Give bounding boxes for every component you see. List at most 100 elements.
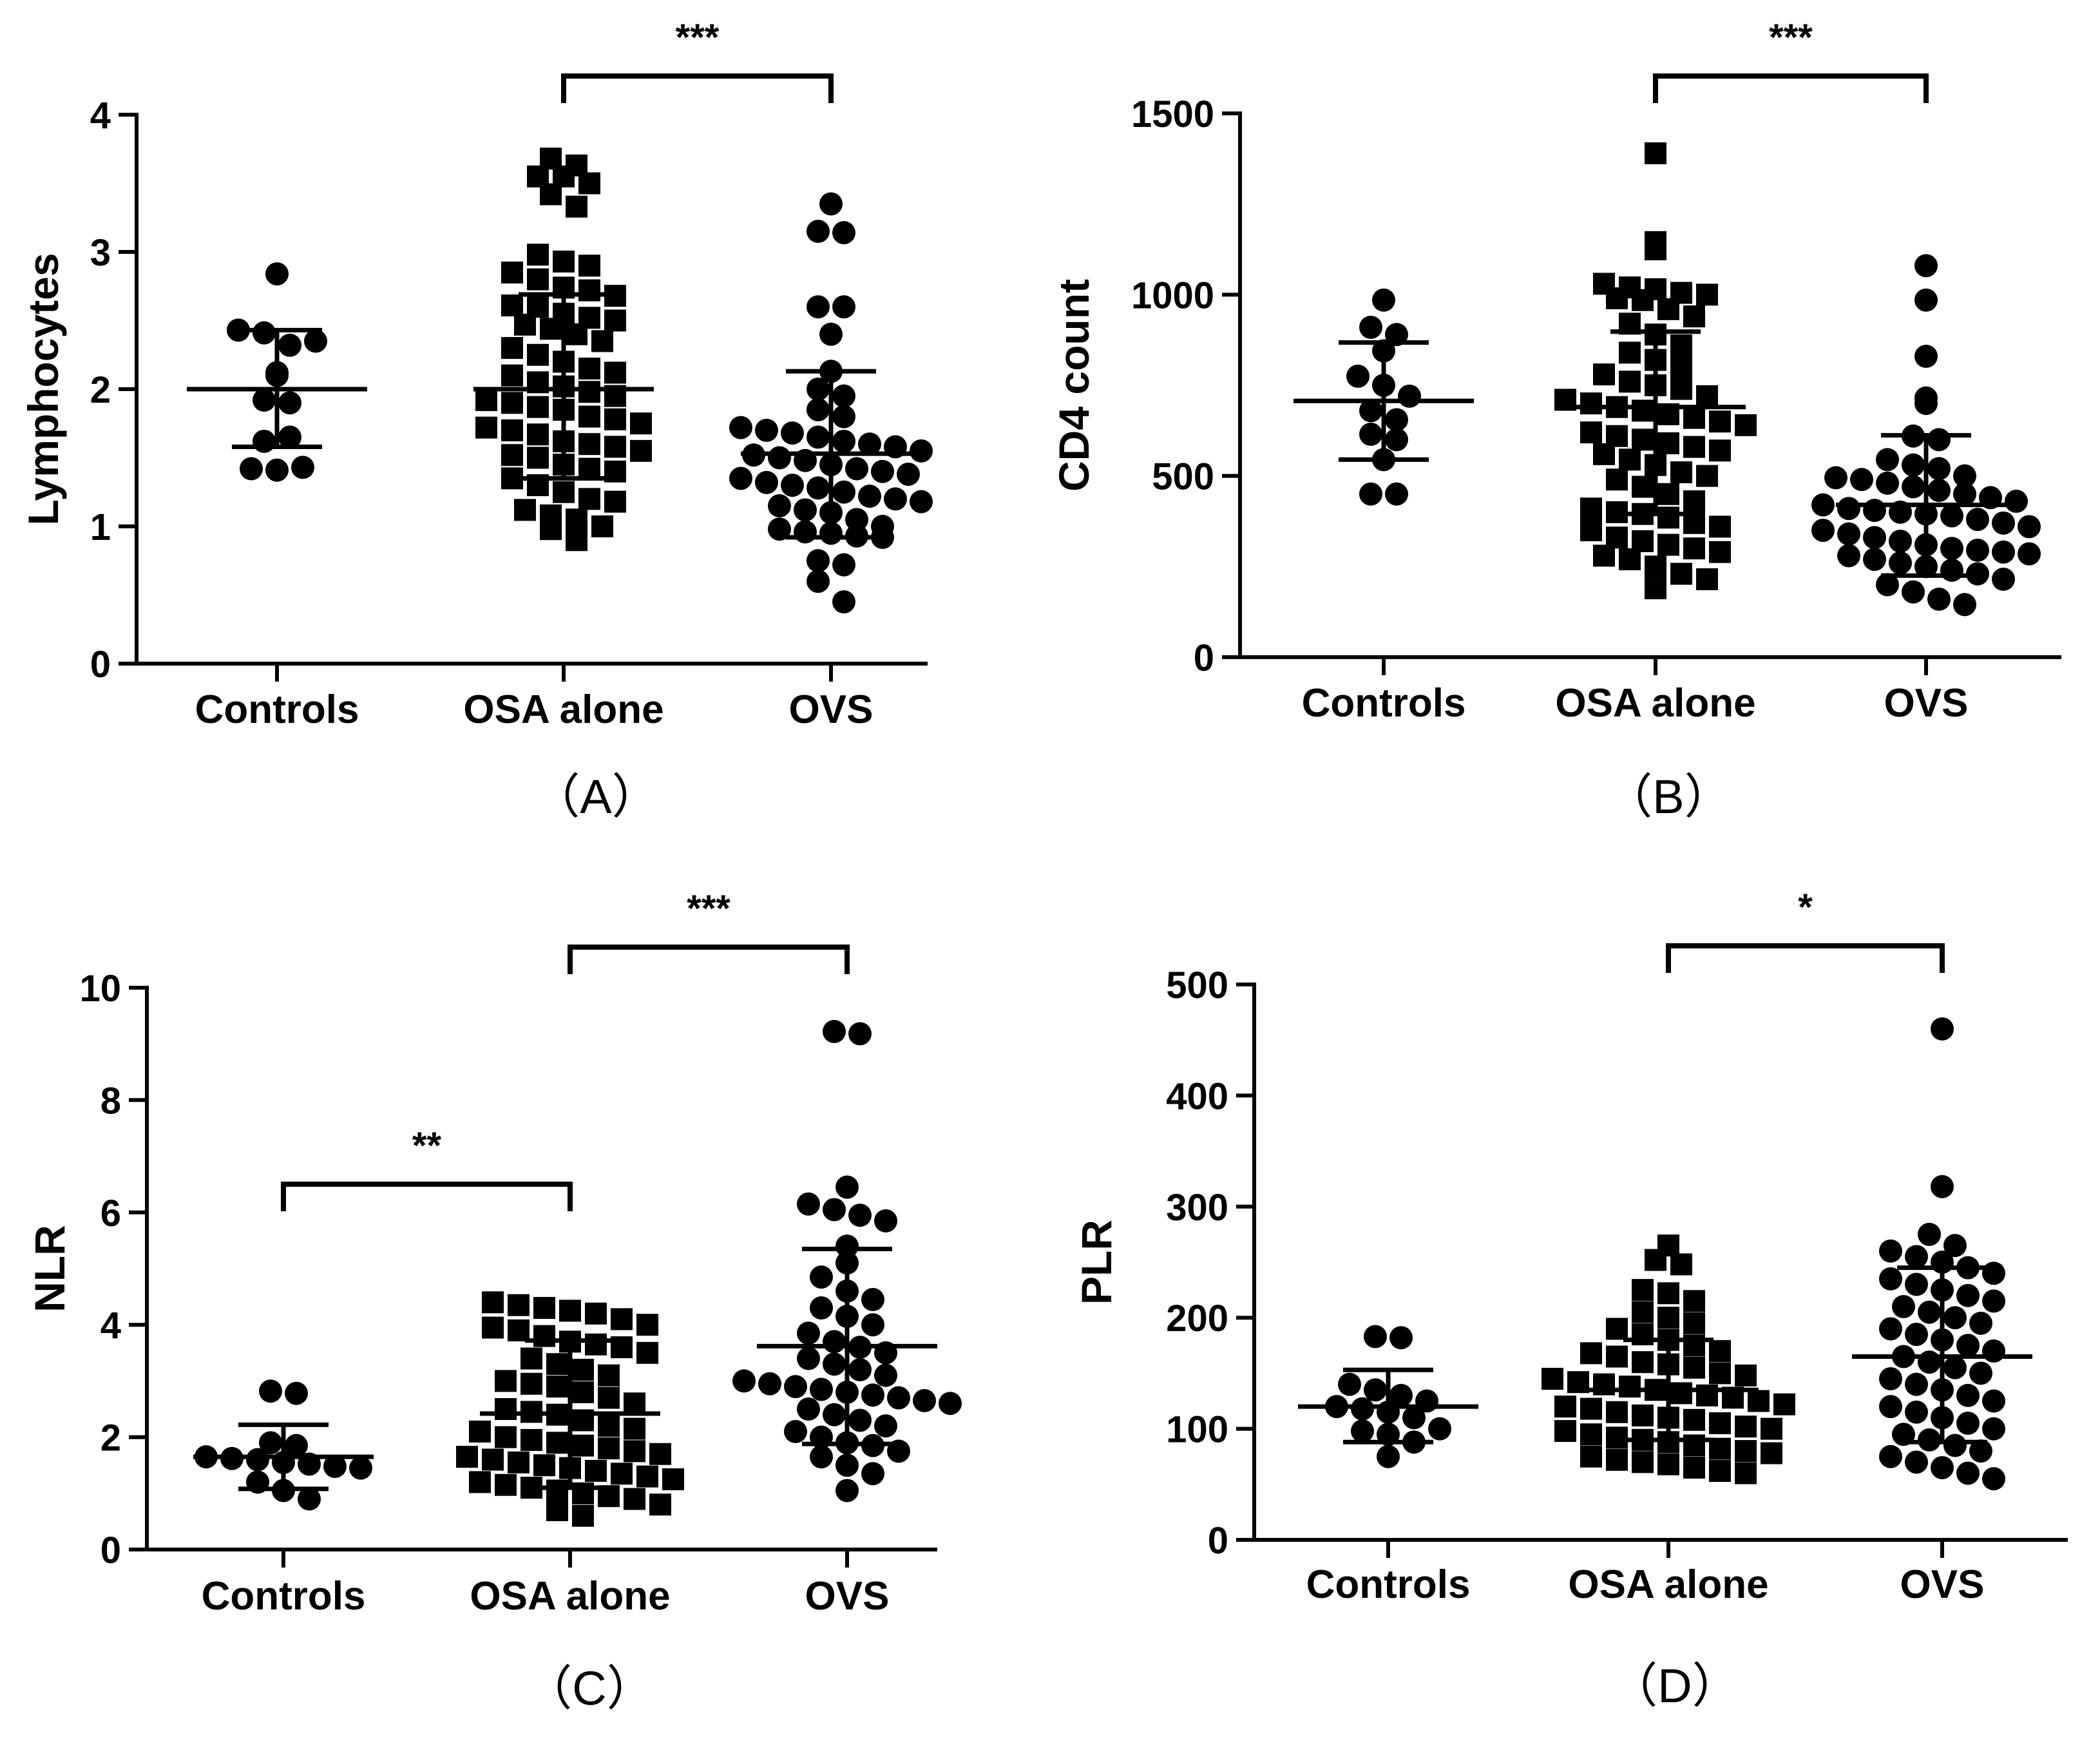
data-point-square xyxy=(572,1434,594,1457)
data-point-square xyxy=(501,392,523,414)
data-point-square xyxy=(546,1479,568,1502)
data-point-square xyxy=(1632,1451,1654,1473)
data-point-square xyxy=(572,1358,594,1381)
data-point-square xyxy=(1683,1290,1705,1312)
data-point-circle xyxy=(285,1434,308,1457)
significance-label: * xyxy=(1798,887,1813,928)
data-point-square xyxy=(578,488,600,510)
significance-bracket xyxy=(1653,73,1929,103)
y-tick-label: 0 xyxy=(100,1530,121,1571)
data-point-square xyxy=(1580,1342,1602,1365)
data-point-circle xyxy=(1931,1017,1954,1041)
data-point-square xyxy=(1645,577,1666,600)
data-point-circle xyxy=(2018,542,2041,566)
x-category-label: OVS xyxy=(805,1574,890,1618)
data-point-square xyxy=(527,343,549,366)
data-point-circle xyxy=(1811,493,1835,517)
data-point-circle xyxy=(1359,315,1382,339)
data-point-circle xyxy=(823,1198,846,1222)
data-point-square xyxy=(624,1417,645,1440)
data-point-square xyxy=(469,1471,491,1493)
data-point-circle xyxy=(1892,1294,1915,1318)
data-point-circle xyxy=(1927,479,1951,503)
data-point-square xyxy=(604,361,626,384)
data-point-square xyxy=(501,337,523,360)
data-point-circle xyxy=(1956,1383,1980,1407)
data-point-square xyxy=(636,1314,658,1336)
data-point-square xyxy=(1683,305,1705,328)
data-point-circle xyxy=(1837,497,1860,521)
data-point-circle xyxy=(871,526,894,550)
data-point-square xyxy=(611,1308,633,1330)
data-point-circle xyxy=(835,1175,859,1199)
data-point-circle xyxy=(1850,468,1873,492)
data-point-circle xyxy=(768,517,791,541)
data-point-square xyxy=(598,1387,620,1409)
data-point-circle xyxy=(1982,1417,2005,1441)
data-point-circle xyxy=(253,389,276,412)
data-point-circle xyxy=(807,425,830,449)
data-point-square xyxy=(540,318,562,340)
data-point-circle xyxy=(807,398,830,421)
data-point-square xyxy=(527,423,549,446)
data-point-circle xyxy=(1953,593,1976,617)
data-point-square xyxy=(566,508,587,531)
data-point-square xyxy=(1619,370,1641,393)
y-tick-label: 200 xyxy=(1166,1298,1228,1339)
data-point-circle xyxy=(1338,1372,1361,1396)
data-point-circle xyxy=(768,446,791,470)
data-point-circle xyxy=(1876,448,1899,472)
data-point-square xyxy=(482,1448,504,1471)
data-point-circle xyxy=(259,1431,282,1455)
data-point-square xyxy=(1670,356,1692,378)
data-point-square xyxy=(1606,1448,1628,1471)
data-point-circle xyxy=(1914,254,1938,278)
data-point-square xyxy=(1683,436,1705,458)
data-point-square xyxy=(1632,1404,1654,1426)
data-point-square xyxy=(1683,490,1705,513)
data-point-square xyxy=(1657,506,1679,529)
data-point-circle xyxy=(1905,1372,1928,1396)
data-point-circle xyxy=(1902,453,1925,477)
data-point-circle xyxy=(871,459,894,483)
data-point-square xyxy=(1696,385,1718,407)
significance-bracket xyxy=(1666,943,1945,973)
data-point-square xyxy=(1657,533,1679,556)
data-point-circle xyxy=(1837,544,1860,568)
data-point-circle xyxy=(278,425,301,449)
data-point-circle xyxy=(1914,344,1938,368)
significance-bracket xyxy=(561,73,834,103)
significance-bracket xyxy=(568,945,850,974)
data-point-circle xyxy=(240,457,263,481)
panel-label: （C） xyxy=(524,1662,654,1715)
data-point-circle xyxy=(794,498,817,522)
panel-label: （B） xyxy=(1605,770,1732,823)
data-point-square xyxy=(1593,544,1615,567)
data-point-circle xyxy=(848,1358,872,1381)
x-category-label: OSA alone xyxy=(463,687,663,732)
data-point-square xyxy=(578,279,600,302)
data-point-square xyxy=(1709,1362,1731,1385)
data-point-circle xyxy=(1372,288,1395,312)
data-point-circle xyxy=(1359,482,1382,506)
data-point-circle xyxy=(1905,1323,1928,1347)
y-tick-label: 0 xyxy=(90,644,111,686)
data-point-circle xyxy=(1879,1444,1902,1468)
data-point-circle xyxy=(729,416,752,439)
data-point-square xyxy=(1632,399,1654,422)
data-point-circle xyxy=(253,321,276,345)
data-point-circle xyxy=(784,1419,807,1443)
data-point-square xyxy=(630,412,652,435)
panel-B: 0 500 1000 1500 Controls OSA alone OVS CD4 coun… xyxy=(1050,17,2061,823)
data-point-circle xyxy=(755,418,778,442)
data-point-square xyxy=(1632,1351,1654,1374)
data-point-square xyxy=(546,1499,568,1521)
data-point-circle xyxy=(1351,1419,1374,1443)
data-point-circle xyxy=(1863,548,1886,571)
data-point-square xyxy=(578,457,600,480)
data-point-square xyxy=(585,1459,607,1482)
data-point-circle xyxy=(848,1408,872,1432)
data-point-circle xyxy=(1940,537,1963,561)
data-point-square xyxy=(1645,555,1666,578)
data-point-square xyxy=(1735,1364,1757,1387)
